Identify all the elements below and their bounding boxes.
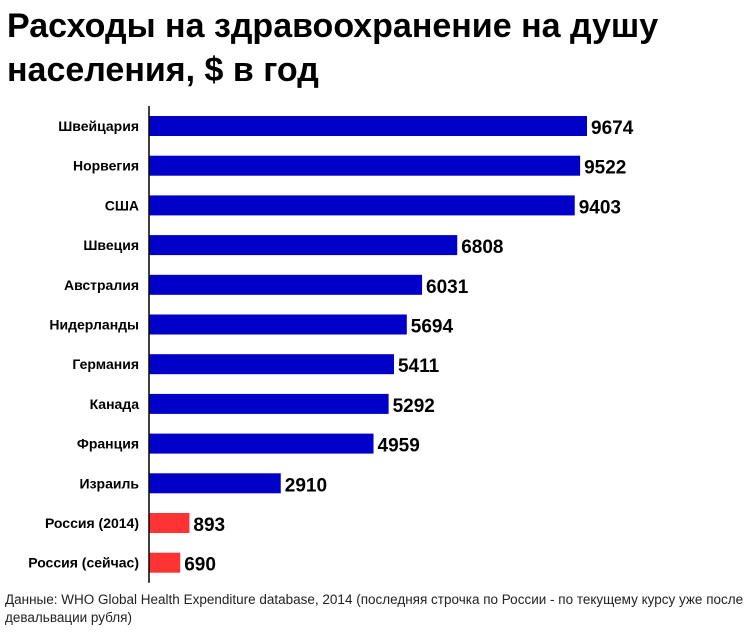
value-label: 2910: [285, 475, 327, 496]
value-label: 5292: [393, 396, 435, 417]
bar-highlight: [149, 552, 181, 573]
bar: [149, 433, 374, 454]
category-label: Швейцария: [58, 118, 139, 134]
value-label: 5411: [398, 356, 440, 377]
bar: [149, 473, 281, 494]
data-labels: 9674 9522 9403 6808 6031 5694 5411 5292 4959 2910…: [184, 118, 633, 576]
category-labels: Швейцария Норвегия США Швеция Австралия Нидер…: [28, 118, 139, 571]
bar: [149, 155, 581, 176]
value-label: 690: [184, 555, 216, 576]
category-label: Израиль: [80, 475, 140, 491]
category-label: Австралия: [64, 277, 139, 293]
value-label: 6031: [426, 277, 469, 298]
bar: [149, 354, 394, 375]
category-label: Россия (2014): [45, 515, 139, 531]
category-label: Швеция: [83, 237, 139, 253]
bar: [149, 116, 587, 136]
bar: [149, 195, 575, 216]
category-label: Нидерланды: [49, 317, 139, 333]
bar-highlight: [149, 513, 190, 533]
category-label: Россия (сейчас): [28, 555, 139, 571]
category-label: Франция: [77, 436, 139, 452]
bar: [149, 274, 423, 295]
value-label: 893: [193, 515, 225, 536]
value-label: 5694: [411, 317, 454, 338]
value-label: 4959: [378, 436, 420, 457]
value-label: 9403: [579, 197, 621, 218]
value-label: 9522: [584, 158, 626, 179]
category-label: США: [105, 197, 139, 213]
bar-chart: Швейцария Норвегия США Швеция Австралия Нидер…: [28, 106, 634, 583]
category-label: Германия: [72, 356, 139, 372]
value-label: 6808: [461, 237, 503, 258]
bars: [149, 116, 587, 573]
chart-title: Расходы на здравоохранение на душу насел…: [7, 7, 659, 89]
bar: [149, 314, 407, 335]
category-label: Канада: [90, 396, 140, 412]
bar: [149, 393, 389, 414]
value-label: 9674: [591, 118, 634, 139]
category-label: Норвегия: [73, 158, 139, 174]
source-note: Данные: WHO Global Health Expenditure da…: [5, 592, 744, 625]
bar: [149, 235, 458, 256]
